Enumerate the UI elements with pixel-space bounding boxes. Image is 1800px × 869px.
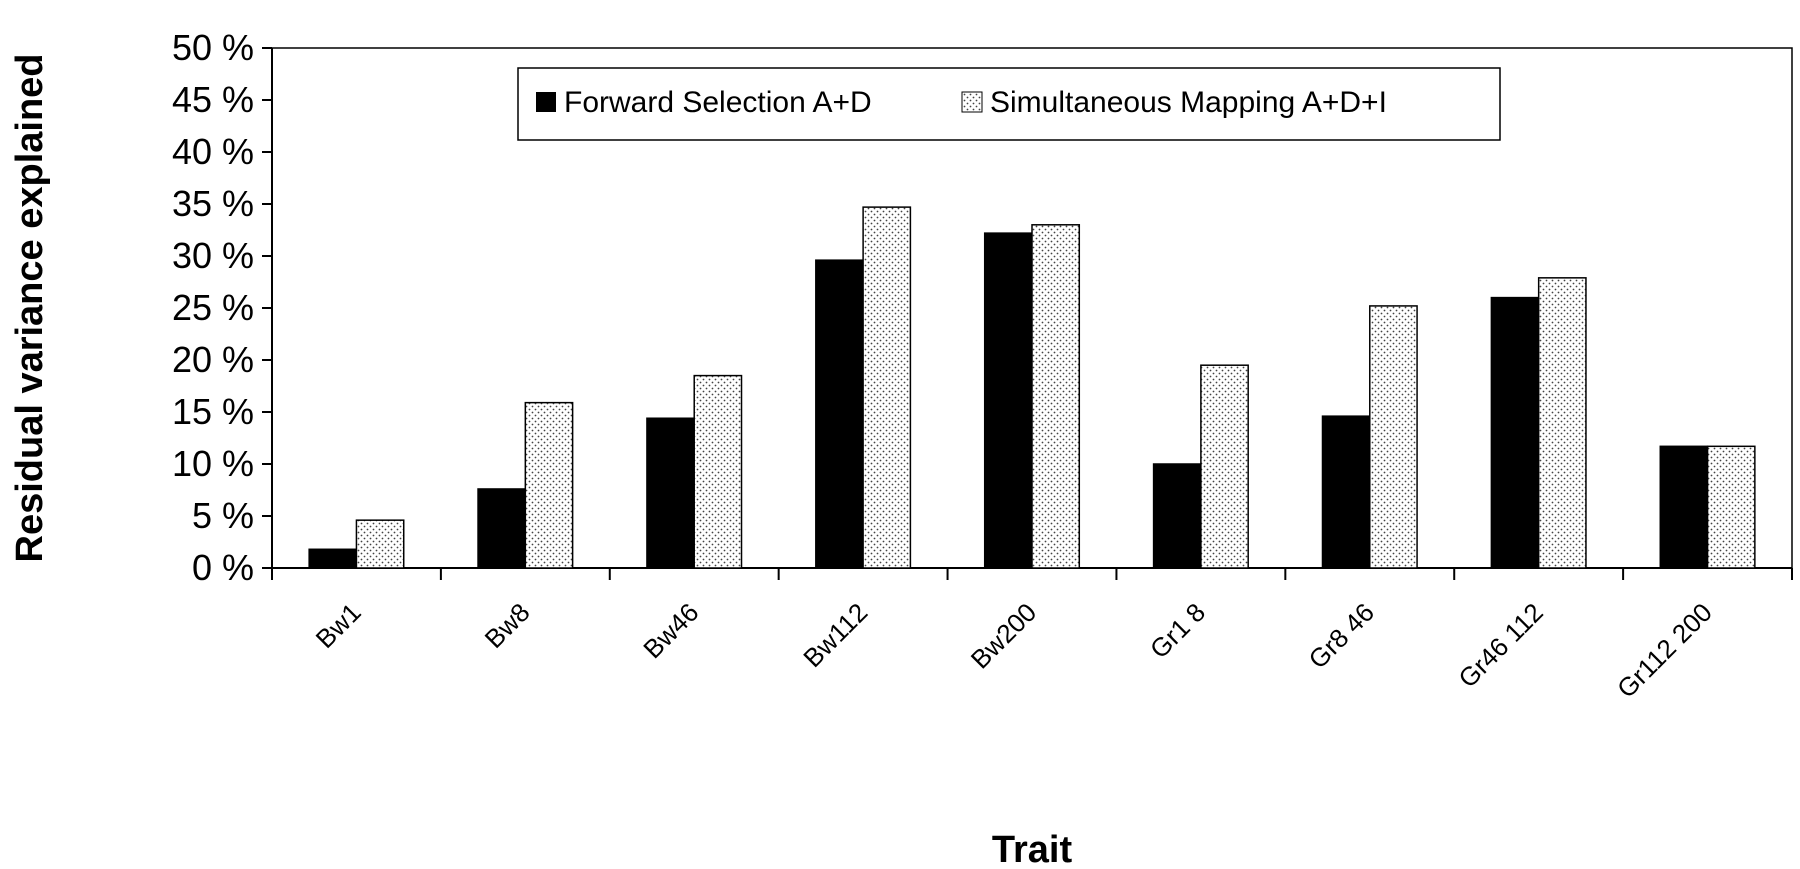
bar-simultaneous-mapping	[693, 374, 743, 569]
category-label: Bw1	[310, 597, 367, 654]
bar-forward-selection	[1490, 296, 1540, 569]
category-labels: Bw1 Bw8 Bw46 Bw112 Bw200 Gr1 8 Gr8 46 Gr46 112 G…	[310, 597, 1718, 704]
bar-forward-selection	[815, 259, 864, 569]
bars-group	[308, 206, 1756, 569]
bar-simultaneous-mapping	[355, 519, 405, 569]
y-tick-label: 35 %	[172, 183, 254, 224]
category-label: Bw8	[479, 597, 536, 654]
y-tick-label: 40 %	[172, 131, 254, 172]
y-tick-label: 10 %	[172, 443, 254, 484]
legend: Forward Selection A+D Simultaneous Mappi…	[517, 67, 1501, 141]
x-axis	[271, 567, 1793, 580]
category-label: Bw46	[637, 597, 704, 664]
bar-forward-selection	[983, 232, 1033, 569]
bar-forward-selection	[308, 548, 358, 569]
bar-simultaneous-mapping	[1369, 305, 1418, 569]
bar-simultaneous-mapping	[524, 401, 574, 569]
y-tick-label: 50 %	[172, 27, 254, 68]
bar-forward-selection	[646, 417, 695, 569]
y-tick-label: 15 %	[172, 391, 254, 432]
y-tick-label: 25 %	[172, 287, 254, 328]
bar-forward-selection	[1321, 415, 1371, 569]
bar-simultaneous-mapping	[1031, 224, 1081, 569]
category-label: Gr1 8	[1144, 597, 1211, 664]
y-tick-label: 5 %	[192, 495, 254, 536]
y-axis: 0 % 5 % 10 % 15 % 20 % 25 % 30 % 35 % 40 % 45 % 50…	[172, 27, 273, 588]
bar-forward-selection	[1659, 445, 1709, 569]
x-axis-title: Trait	[992, 829, 1073, 869]
bar-simultaneous-mapping	[862, 206, 912, 569]
y-tick-label: 20 %	[172, 339, 254, 380]
y-tick-label: 30 %	[172, 235, 254, 276]
category-label: Bw200	[965, 597, 1042, 674]
bar-simultaneous-mapping	[1200, 364, 1249, 569]
bar-simultaneous-mapping	[1537, 277, 1587, 569]
category-label: Bw112	[797, 597, 873, 673]
legend-label-simultaneous-mapping: Simultaneous Mapping A+D+I	[990, 86, 1387, 119]
legend-label-forward-selection: Forward Selection A+D	[564, 86, 872, 119]
bar-forward-selection	[1152, 463, 1202, 569]
category-label: Gr8 46	[1303, 597, 1380, 674]
y-axis-title: Residual variance explained	[9, 53, 51, 562]
legend-swatch-forward-selection	[536, 92, 556, 112]
category-label: Gr46 112	[1452, 597, 1549, 694]
bar-forward-selection	[477, 488, 527, 569]
legend-swatch-simultaneous-mapping	[961, 91, 983, 113]
legend-box	[517, 67, 1501, 141]
bar-simultaneous-mapping	[1706, 445, 1756, 569]
y-tick-label: 45 %	[172, 79, 254, 120]
y-tick-label: 0 %	[192, 547, 254, 588]
category-label: Gr112 200	[1611, 597, 1718, 704]
